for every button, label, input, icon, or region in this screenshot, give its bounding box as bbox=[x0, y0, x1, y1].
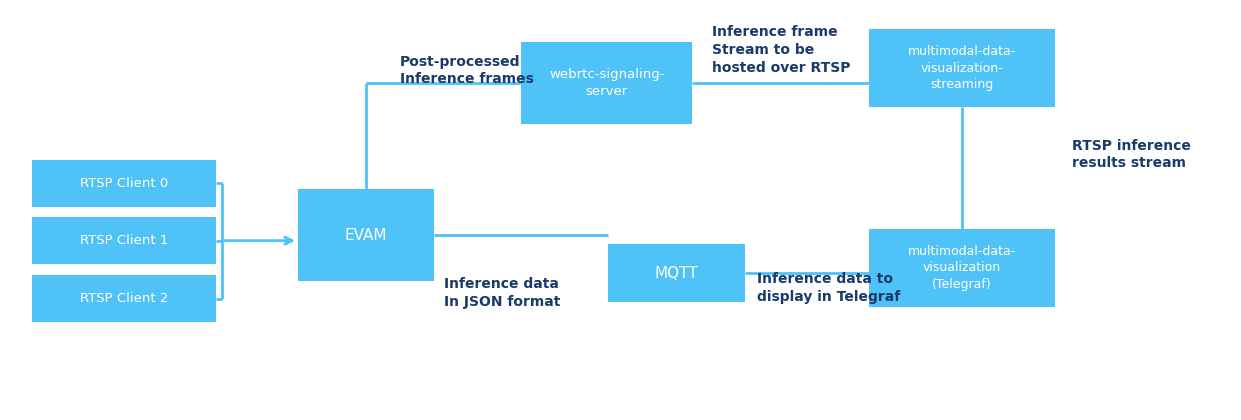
Text: Post-processed
Inference frames: Post-processed Inference frames bbox=[400, 55, 534, 87]
FancyBboxPatch shape bbox=[521, 42, 692, 124]
Text: webrtc-signaling-
server: webrtc-signaling- server bbox=[549, 68, 665, 98]
FancyBboxPatch shape bbox=[298, 189, 434, 281]
Text: RTSP Client 1: RTSP Client 1 bbox=[79, 234, 169, 247]
FancyBboxPatch shape bbox=[869, 29, 1055, 107]
Text: Inference data to
display in Telegraf: Inference data to display in Telegraf bbox=[757, 272, 900, 304]
FancyBboxPatch shape bbox=[608, 244, 745, 302]
FancyBboxPatch shape bbox=[32, 217, 216, 264]
Text: Inference frame
Stream to be
hosted over RTSP: Inference frame Stream to be hosted over… bbox=[712, 25, 851, 75]
Text: multimodal-data-
visualization
(Telegraf): multimodal-data- visualization (Telegraf… bbox=[907, 245, 1016, 291]
FancyBboxPatch shape bbox=[869, 229, 1055, 307]
Text: RTSP inference
results stream: RTSP inference results stream bbox=[1072, 139, 1191, 171]
Text: multimodal-data-
visualization-
streaming: multimodal-data- visualization- streamin… bbox=[907, 45, 1016, 91]
Text: EVAM: EVAM bbox=[345, 228, 387, 243]
Text: RTSP Client 2: RTSP Client 2 bbox=[79, 292, 169, 305]
FancyBboxPatch shape bbox=[32, 160, 216, 207]
Text: Inference data
In JSON format: Inference data In JSON format bbox=[444, 277, 561, 309]
Text: RTSP Client 0: RTSP Client 0 bbox=[79, 177, 169, 189]
FancyBboxPatch shape bbox=[32, 275, 216, 322]
Text: MQTT: MQTT bbox=[654, 265, 699, 281]
